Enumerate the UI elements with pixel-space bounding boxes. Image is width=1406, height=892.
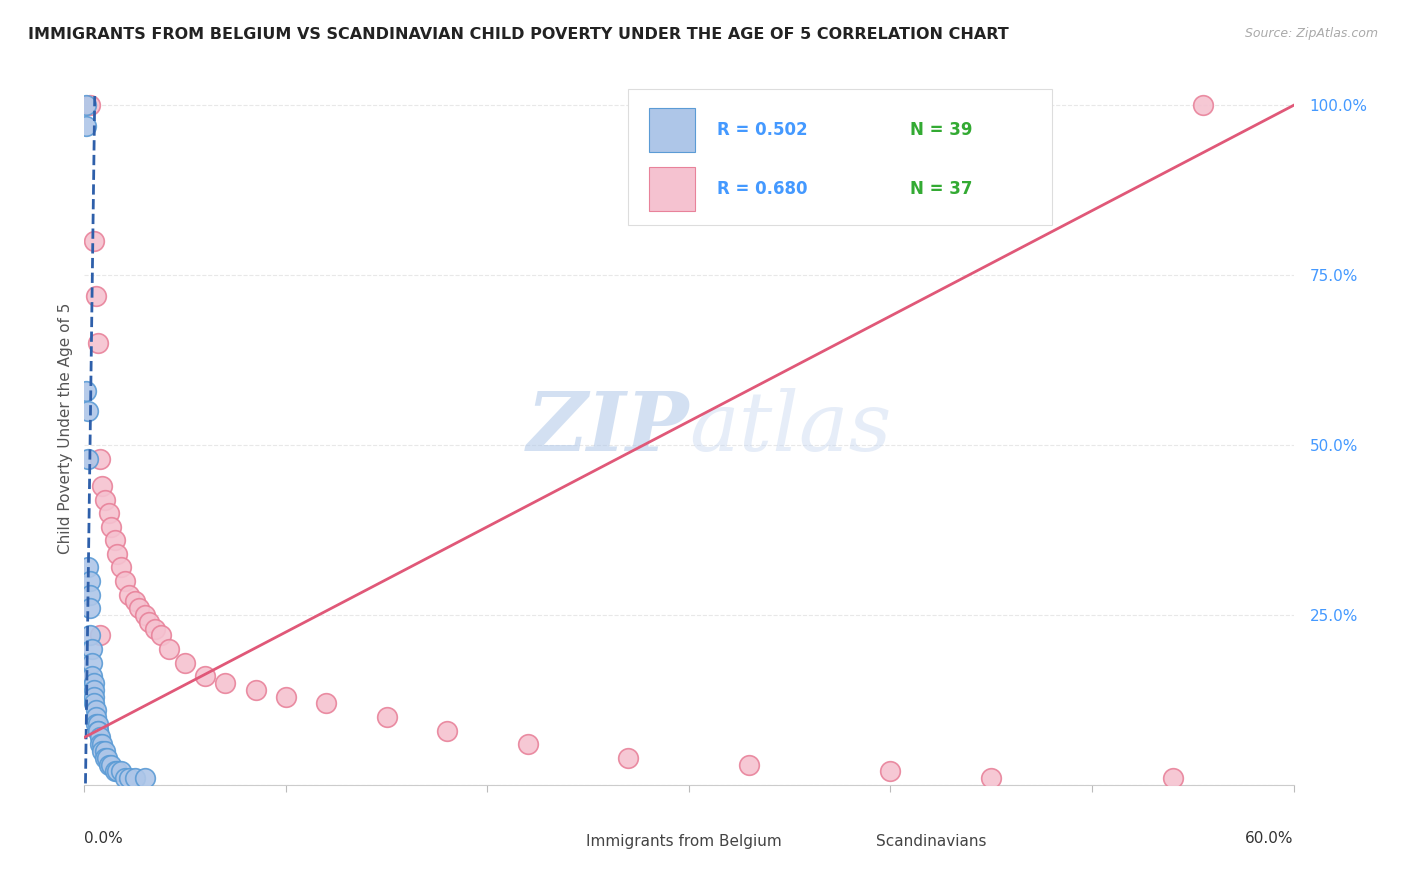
Point (87, 723, 110, 738)
Point (79, 628, 101, 642)
Text: R = 0.680: R = 0.680 (717, 180, 807, 198)
Point (110, 560, 132, 574)
Point (87, 716, 110, 731)
Point (100, 757, 122, 772)
Point (134, 771, 156, 785)
Point (214, 676, 236, 690)
Point (245, 682, 267, 697)
Point (86, 288, 108, 302)
Point (75, 119, 97, 133)
Point (516, 737, 538, 751)
Point (77, 560, 100, 574)
Point (82, 669, 104, 683)
Point (96, 751, 118, 765)
Point (879, 764, 901, 779)
Point (89, 737, 111, 751)
Point (97, 757, 120, 772)
Text: N = 37: N = 37 (910, 180, 973, 198)
Text: R = 0.502: R = 0.502 (717, 121, 807, 139)
Point (91, 744, 114, 758)
Point (83, 676, 105, 690)
Point (87, 336, 110, 351)
Point (86, 716, 108, 731)
Point (79, 574, 101, 588)
Point (89, 628, 111, 642)
Point (980, 771, 1002, 785)
Point (157, 642, 180, 657)
Point (79, 98, 101, 112)
Point (143, 622, 166, 636)
Point (375, 710, 398, 724)
Point (91, 737, 114, 751)
Point (124, 594, 146, 608)
Text: Immigrants from Belgium: Immigrants from Belgium (586, 834, 782, 849)
Point (134, 608, 156, 623)
Point (82, 656, 104, 670)
Point (149, 628, 172, 642)
Point (79, 588, 101, 602)
Point (1161, 771, 1184, 785)
Point (114, 771, 136, 785)
Point (77, 404, 100, 418)
Point (100, 519, 122, 533)
Point (194, 669, 217, 683)
Point (79, 601, 101, 615)
Point (89, 451, 111, 466)
FancyBboxPatch shape (650, 108, 695, 152)
Point (124, 771, 146, 785)
Point (118, 771, 141, 785)
Text: Scandinavians: Scandinavians (876, 834, 987, 849)
Point (86, 703, 108, 717)
Point (110, 764, 132, 779)
Point (89, 731, 111, 745)
Point (118, 588, 141, 602)
Point (114, 574, 136, 588)
Point (128, 601, 150, 615)
FancyBboxPatch shape (544, 837, 578, 863)
Y-axis label: Child Poverty Under the Age of 5: Child Poverty Under the Age of 5 (58, 302, 73, 554)
Point (617, 751, 640, 765)
Point (104, 533, 127, 548)
Point (75, 98, 97, 112)
FancyBboxPatch shape (650, 167, 695, 211)
Point (83, 690, 105, 704)
Point (174, 656, 197, 670)
Point (738, 757, 761, 772)
Point (93, 492, 115, 507)
Point (83, 682, 105, 697)
Point (104, 764, 127, 779)
FancyBboxPatch shape (628, 89, 1052, 225)
Point (315, 697, 337, 711)
Text: IMMIGRANTS FROM BELGIUM VS SCANDINAVIAN CHILD POVERTY UNDER THE AGE OF 5 CORRELA: IMMIGRANTS FROM BELGIUM VS SCANDINAVIAN … (28, 27, 1010, 42)
Point (77, 451, 100, 466)
Point (83, 697, 105, 711)
Point (83, 234, 105, 248)
Point (93, 744, 115, 758)
Point (87, 723, 110, 738)
Text: ZIP: ZIP (526, 388, 689, 468)
Point (82, 642, 104, 657)
Text: 0.0%: 0.0% (84, 831, 124, 847)
Point (91, 479, 114, 493)
Point (93, 751, 115, 765)
Point (75, 384, 97, 398)
Point (86, 710, 108, 724)
Point (436, 723, 458, 738)
Text: 60.0%: 60.0% (1246, 831, 1294, 847)
Text: Source: ZipAtlas.com: Source: ZipAtlas.com (1244, 27, 1378, 40)
Point (97, 506, 120, 520)
Text: N = 39: N = 39 (910, 121, 973, 139)
Point (274, 690, 297, 704)
Text: atlas: atlas (689, 388, 891, 468)
FancyBboxPatch shape (834, 837, 868, 863)
Point (105, 547, 128, 561)
Point (1192, 98, 1215, 112)
Point (105, 764, 128, 779)
Point (138, 615, 160, 629)
